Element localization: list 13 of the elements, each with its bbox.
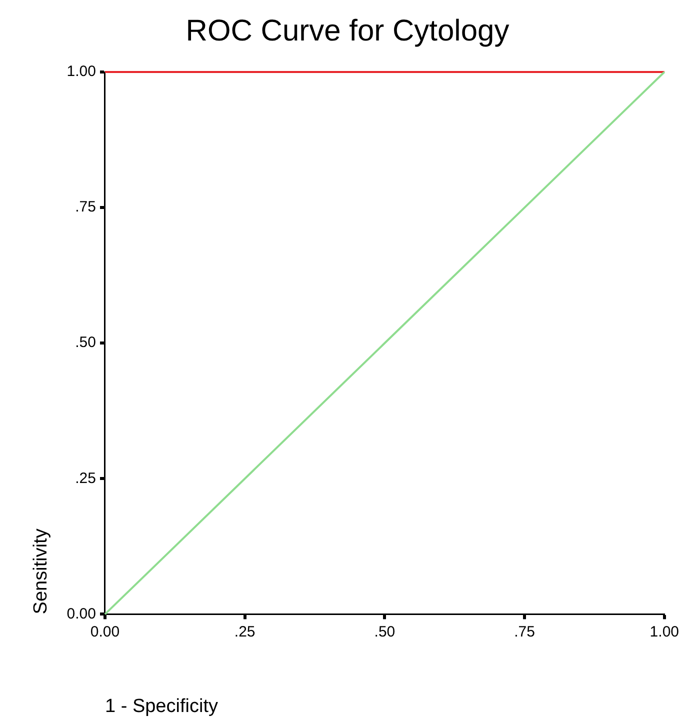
y-tick-label: .25	[75, 470, 96, 487]
chart-title: ROC Curve for Cytology	[186, 14, 510, 48]
x-tick-label: .50	[374, 623, 396, 640]
y-tick-label: .75	[75, 198, 96, 216]
y-tick-label: 1.00	[66, 63, 96, 80]
y-axis-title: Sensitivity	[30, 528, 52, 614]
x-tick-label: .75	[514, 623, 535, 640]
y-tick-label: .50	[75, 334, 96, 352]
x-tick-label: .25	[234, 623, 256, 640]
x-tick-label: 0.00	[90, 623, 120, 640]
x-axis-title: 1 - Specificity	[104, 696, 218, 717]
y-tick-label: 0.00	[66, 605, 96, 622]
x-tick-label: 1.00	[650, 623, 680, 640]
